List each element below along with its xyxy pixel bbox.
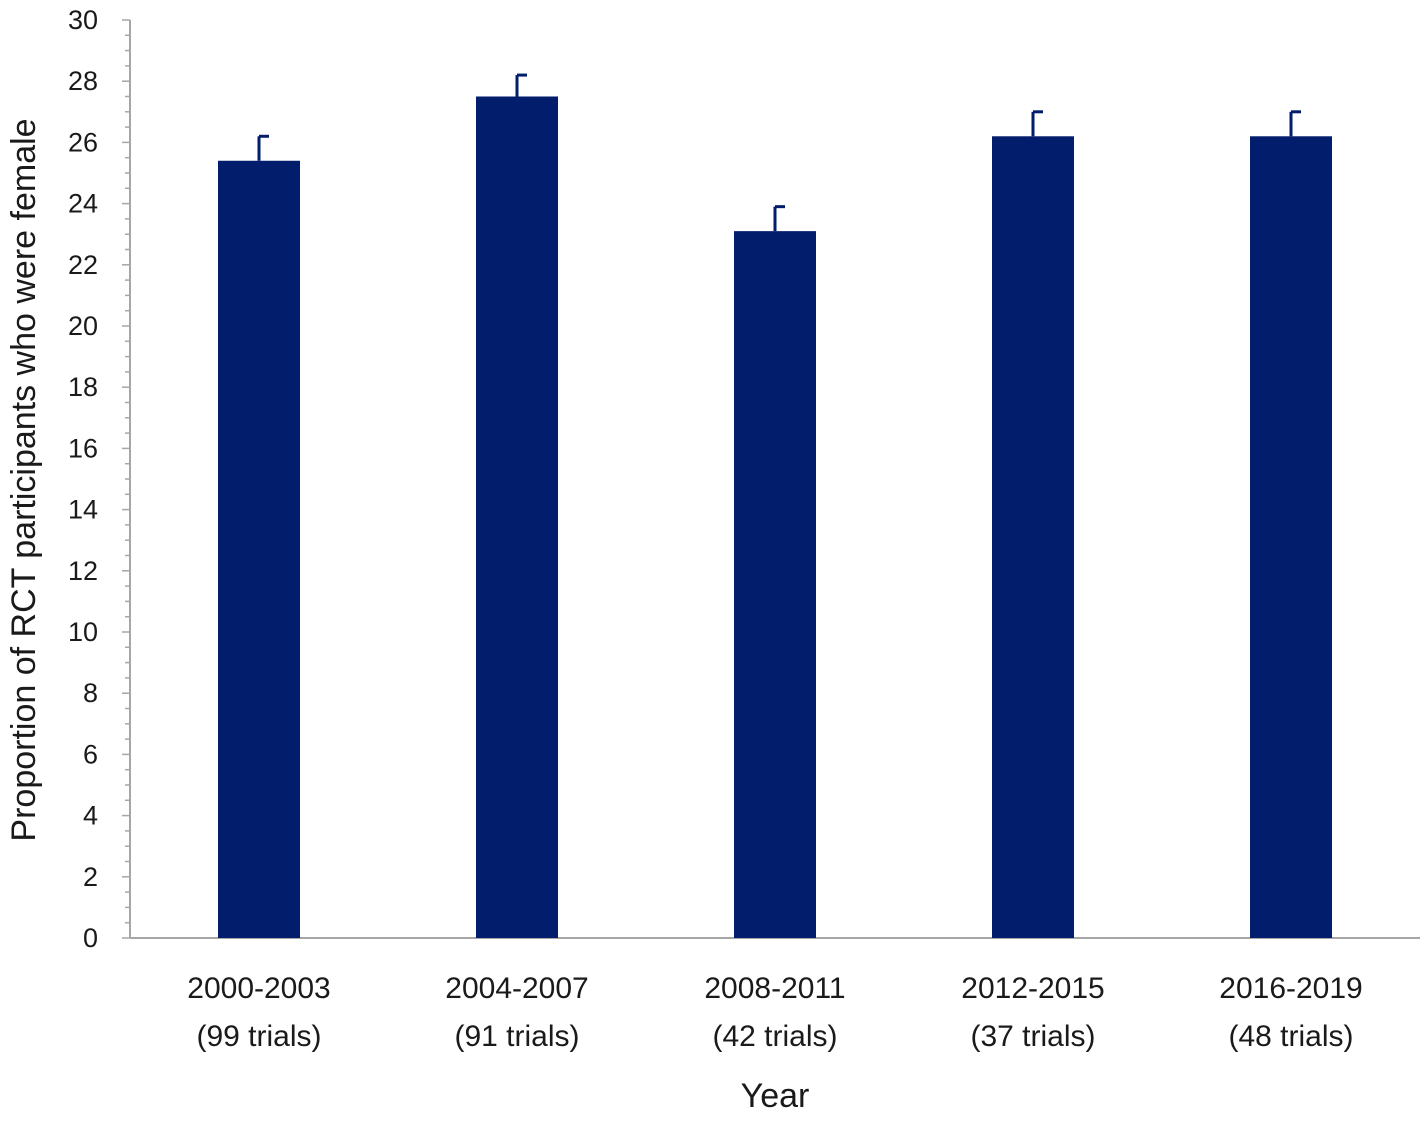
y-tick-label: 30 (68, 5, 98, 35)
y-tick-label: 24 (68, 189, 98, 219)
category-labels: 2000-2003 (99 trials) 2004-2007 (91 trials)… (187, 972, 1362, 1053)
bar (218, 160, 300, 938)
y-tick-label: 18 (68, 372, 98, 402)
x-tick-label: (48 trials) (1228, 1020, 1353, 1053)
y-tick-label: 2 (83, 862, 98, 892)
x-tick-label: (37 trials) (970, 1020, 1095, 1053)
x-tick-label: (91 trials) (454, 1020, 579, 1053)
bar (476, 96, 558, 938)
x-tick-label: 2008-2011 (704, 972, 845, 1005)
y-tick-label: 4 (83, 801, 98, 831)
bars (218, 96, 1332, 938)
y-tick-label: 12 (68, 556, 98, 586)
y-tick-label: 26 (68, 127, 98, 157)
x-axis-title: Year (741, 1077, 810, 1115)
x-tick-label: 2016-2019 (1219, 972, 1362, 1005)
y-tick-label: 22 (68, 250, 98, 280)
y-axis-title: Proportion of RCT participants who were … (5, 118, 43, 841)
error-bars (257, 73, 1301, 232)
x-tick-label: 2000-2003 (187, 972, 330, 1005)
x-tick-label: 2012-2015 (961, 972, 1104, 1005)
x-tick-label: (42 trials) (712, 1020, 837, 1053)
bar (992, 136, 1074, 938)
y-tick-label: 28 (68, 66, 98, 96)
y-tick-label: 8 (83, 678, 98, 708)
y-tick-label: 14 (68, 495, 98, 525)
y-tick-label: 0 (83, 923, 98, 953)
y-tick-label: 6 (83, 739, 98, 769)
y-tick-label: 20 (68, 311, 98, 341)
x-tick-label: (99 trials) (196, 1020, 321, 1053)
x-tick-label: 2004-2007 (445, 972, 588, 1005)
y-tick-label: 16 (68, 433, 98, 463)
bar (734, 231, 816, 938)
bar (1250, 136, 1332, 938)
y-tick-label: 10 (68, 617, 98, 647)
